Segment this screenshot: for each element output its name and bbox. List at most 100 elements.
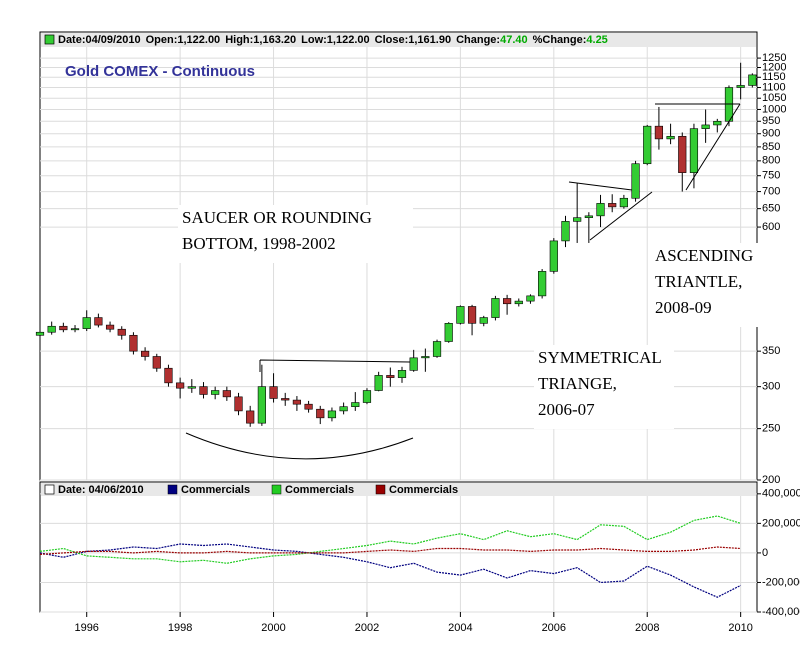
series-line xyxy=(39,543,741,598)
y-tick-label: 250 xyxy=(762,423,780,435)
candle-body xyxy=(619,197,628,208)
candle-body xyxy=(117,328,126,336)
price-header: Date:04/09/2010 Open:1,122.00 High:1,163.2… xyxy=(58,34,608,46)
candle-body xyxy=(701,124,710,129)
annotation-text: BOTTOM, 1998-2002 xyxy=(182,234,336,253)
y-tick-label: 300 xyxy=(762,381,780,393)
legend-swatch xyxy=(375,484,386,495)
mark-layer xyxy=(35,62,757,598)
x-tick-label: 2006 xyxy=(542,622,566,634)
candle-body xyxy=(689,128,699,173)
y-tick-label: 200 xyxy=(762,474,780,486)
candle-body xyxy=(654,125,664,140)
y-tick-label: 400,000 xyxy=(762,488,800,500)
candle-body xyxy=(631,163,640,199)
y-tick-label: 200,000 xyxy=(762,517,800,529)
header-value: 1,161.90 xyxy=(408,34,451,46)
candle-body xyxy=(584,215,593,218)
candle-body xyxy=(82,317,91,329)
ascending-triangle xyxy=(655,103,741,191)
header-label: High: xyxy=(225,34,253,46)
y-tick-label: 900 xyxy=(762,128,780,140)
y-tick-label: 800 xyxy=(762,155,780,167)
candle-body xyxy=(281,398,290,401)
y-tick-label: 650 xyxy=(762,203,780,215)
candle-body xyxy=(164,367,173,384)
candle-body xyxy=(152,356,161,369)
cot-header-icon xyxy=(44,484,55,495)
candle-body xyxy=(304,403,313,410)
header-value: 47.40 xyxy=(500,34,528,46)
candle-body xyxy=(327,410,337,419)
legend-label: Commercials xyxy=(285,484,354,496)
annotations: SAUCER OR ROUNDING BOTTOM, 1998-2002 SYMME… xyxy=(178,205,761,429)
candle-body xyxy=(444,323,453,342)
annotation-text: TRIANGE, xyxy=(538,374,617,393)
x-tick-label: 1998 xyxy=(168,622,192,634)
candle-body xyxy=(257,386,266,424)
candle-body xyxy=(713,120,722,126)
chart-title: Gold COMEX - Continuous xyxy=(65,63,255,80)
x-tick-label: 1996 xyxy=(74,622,98,634)
candle-body xyxy=(105,324,115,330)
series-line xyxy=(39,515,741,564)
candle-body xyxy=(292,399,302,405)
candle-body xyxy=(467,306,477,324)
y-tick-label: 1250 xyxy=(762,52,786,64)
candle-body xyxy=(339,406,348,412)
y-tick-label: 1050 xyxy=(762,92,786,104)
legend-swatch xyxy=(271,484,282,495)
annotation-bg xyxy=(534,345,674,429)
header-icon xyxy=(44,34,55,45)
candle-body xyxy=(211,390,220,395)
candle-body xyxy=(386,375,395,378)
y-tick-label: -200,000 xyxy=(762,576,800,588)
candle-body xyxy=(362,390,372,403)
annotation-text: ASCENDING xyxy=(655,246,753,265)
candle-body xyxy=(187,386,196,389)
y-tick-label: 600 xyxy=(762,221,780,233)
y-tick-label: 950 xyxy=(762,115,780,127)
y-tick-label: 1200 xyxy=(762,61,786,73)
y-tick-label: 1150 xyxy=(762,71,786,83)
annotation-bg xyxy=(178,205,413,263)
candle-body xyxy=(70,328,80,331)
candle-body xyxy=(409,357,418,371)
candle-body xyxy=(59,325,68,331)
header-bar xyxy=(41,33,756,47)
x-tick-label: 2004 xyxy=(448,622,472,634)
header-label: Change: xyxy=(456,34,500,46)
grid-layer xyxy=(40,47,757,613)
header-value: 1,122.00 xyxy=(177,34,220,46)
saucer-arc xyxy=(185,432,414,460)
annotation-text: SYMMETRICAL xyxy=(538,348,662,367)
x-tick-label: 2008 xyxy=(635,622,659,634)
candle-body xyxy=(432,341,442,357)
header-value: 1,122.00 xyxy=(327,34,370,46)
y-tick-label: 1100 xyxy=(762,81,786,93)
y-tick-label: 350 xyxy=(762,345,780,357)
candle-body xyxy=(129,334,138,352)
candle-body xyxy=(222,390,231,398)
legend-label: Commercials xyxy=(389,484,458,496)
legend-swatch xyxy=(167,484,178,495)
candle-body xyxy=(351,402,360,407)
candle-body xyxy=(141,350,150,357)
axis-layer: 1996 1998 2000 2002 2004 2006 2008 2010 200 250 30… xyxy=(74,52,800,634)
candle-body xyxy=(526,295,535,302)
y-tick-label: 1000 xyxy=(762,103,786,115)
candle-body xyxy=(47,325,56,333)
candle-body xyxy=(596,203,605,217)
candle-body xyxy=(608,203,617,208)
symmetrical-triangle xyxy=(568,181,653,241)
annotation-text: TRIANTLE, xyxy=(655,272,742,291)
candle-body xyxy=(573,217,582,222)
cot-header-bar xyxy=(41,483,756,496)
x-tick-label: 2002 xyxy=(355,622,379,634)
y-tick-label: 850 xyxy=(762,141,780,153)
cot-panel xyxy=(39,481,758,613)
header-value: 1,163.20 xyxy=(253,34,296,46)
candle-body xyxy=(748,74,757,86)
annotation-text: 2006-07 xyxy=(538,400,595,419)
